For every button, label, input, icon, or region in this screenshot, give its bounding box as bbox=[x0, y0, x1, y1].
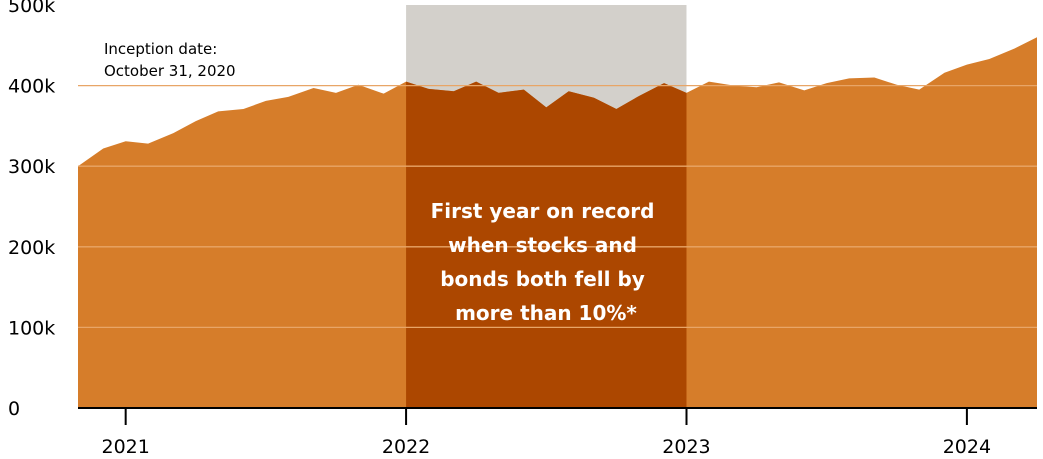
highlight-area bbox=[406, 81, 687, 408]
x-axis: 2021 2022 2023 2024 bbox=[101, 408, 991, 458]
highlight-label: First year on record when stocks and bon… bbox=[431, 199, 662, 325]
inception-annotation: Inception date: October 31, 2020 bbox=[104, 40, 236, 80]
x-tick-label: 2022 bbox=[382, 436, 430, 458]
inception-annotation-line-2: October 31, 2020 bbox=[104, 62, 236, 80]
highlight-label-line-1: First year on record bbox=[431, 199, 655, 223]
inception-annotation-line-1: Inception date: bbox=[104, 40, 217, 58]
y-tick-label: 300k bbox=[8, 156, 55, 178]
y-tick-label: 400k bbox=[8, 76, 55, 98]
x-tick-label: 2023 bbox=[662, 436, 710, 458]
y-tick-label: 0 bbox=[8, 398, 20, 420]
highlight-label-line-3: bonds both fell by bbox=[440, 267, 645, 291]
x-tick-label: 2024 bbox=[943, 436, 991, 458]
gridlines bbox=[78, 84, 1037, 329]
y-tick-label: 100k bbox=[8, 317, 55, 339]
y-tick-label: 500k bbox=[8, 0, 55, 17]
highlight-label-line-4: more than 10%* bbox=[455, 301, 637, 325]
y-axis: 0 100k 200k 300k 400k 500k bbox=[8, 0, 55, 420]
highlight-label-line-2: when stocks and bbox=[448, 233, 637, 257]
x-tick-label: 2021 bbox=[101, 436, 149, 458]
y-tick-label: 200k bbox=[8, 237, 55, 259]
